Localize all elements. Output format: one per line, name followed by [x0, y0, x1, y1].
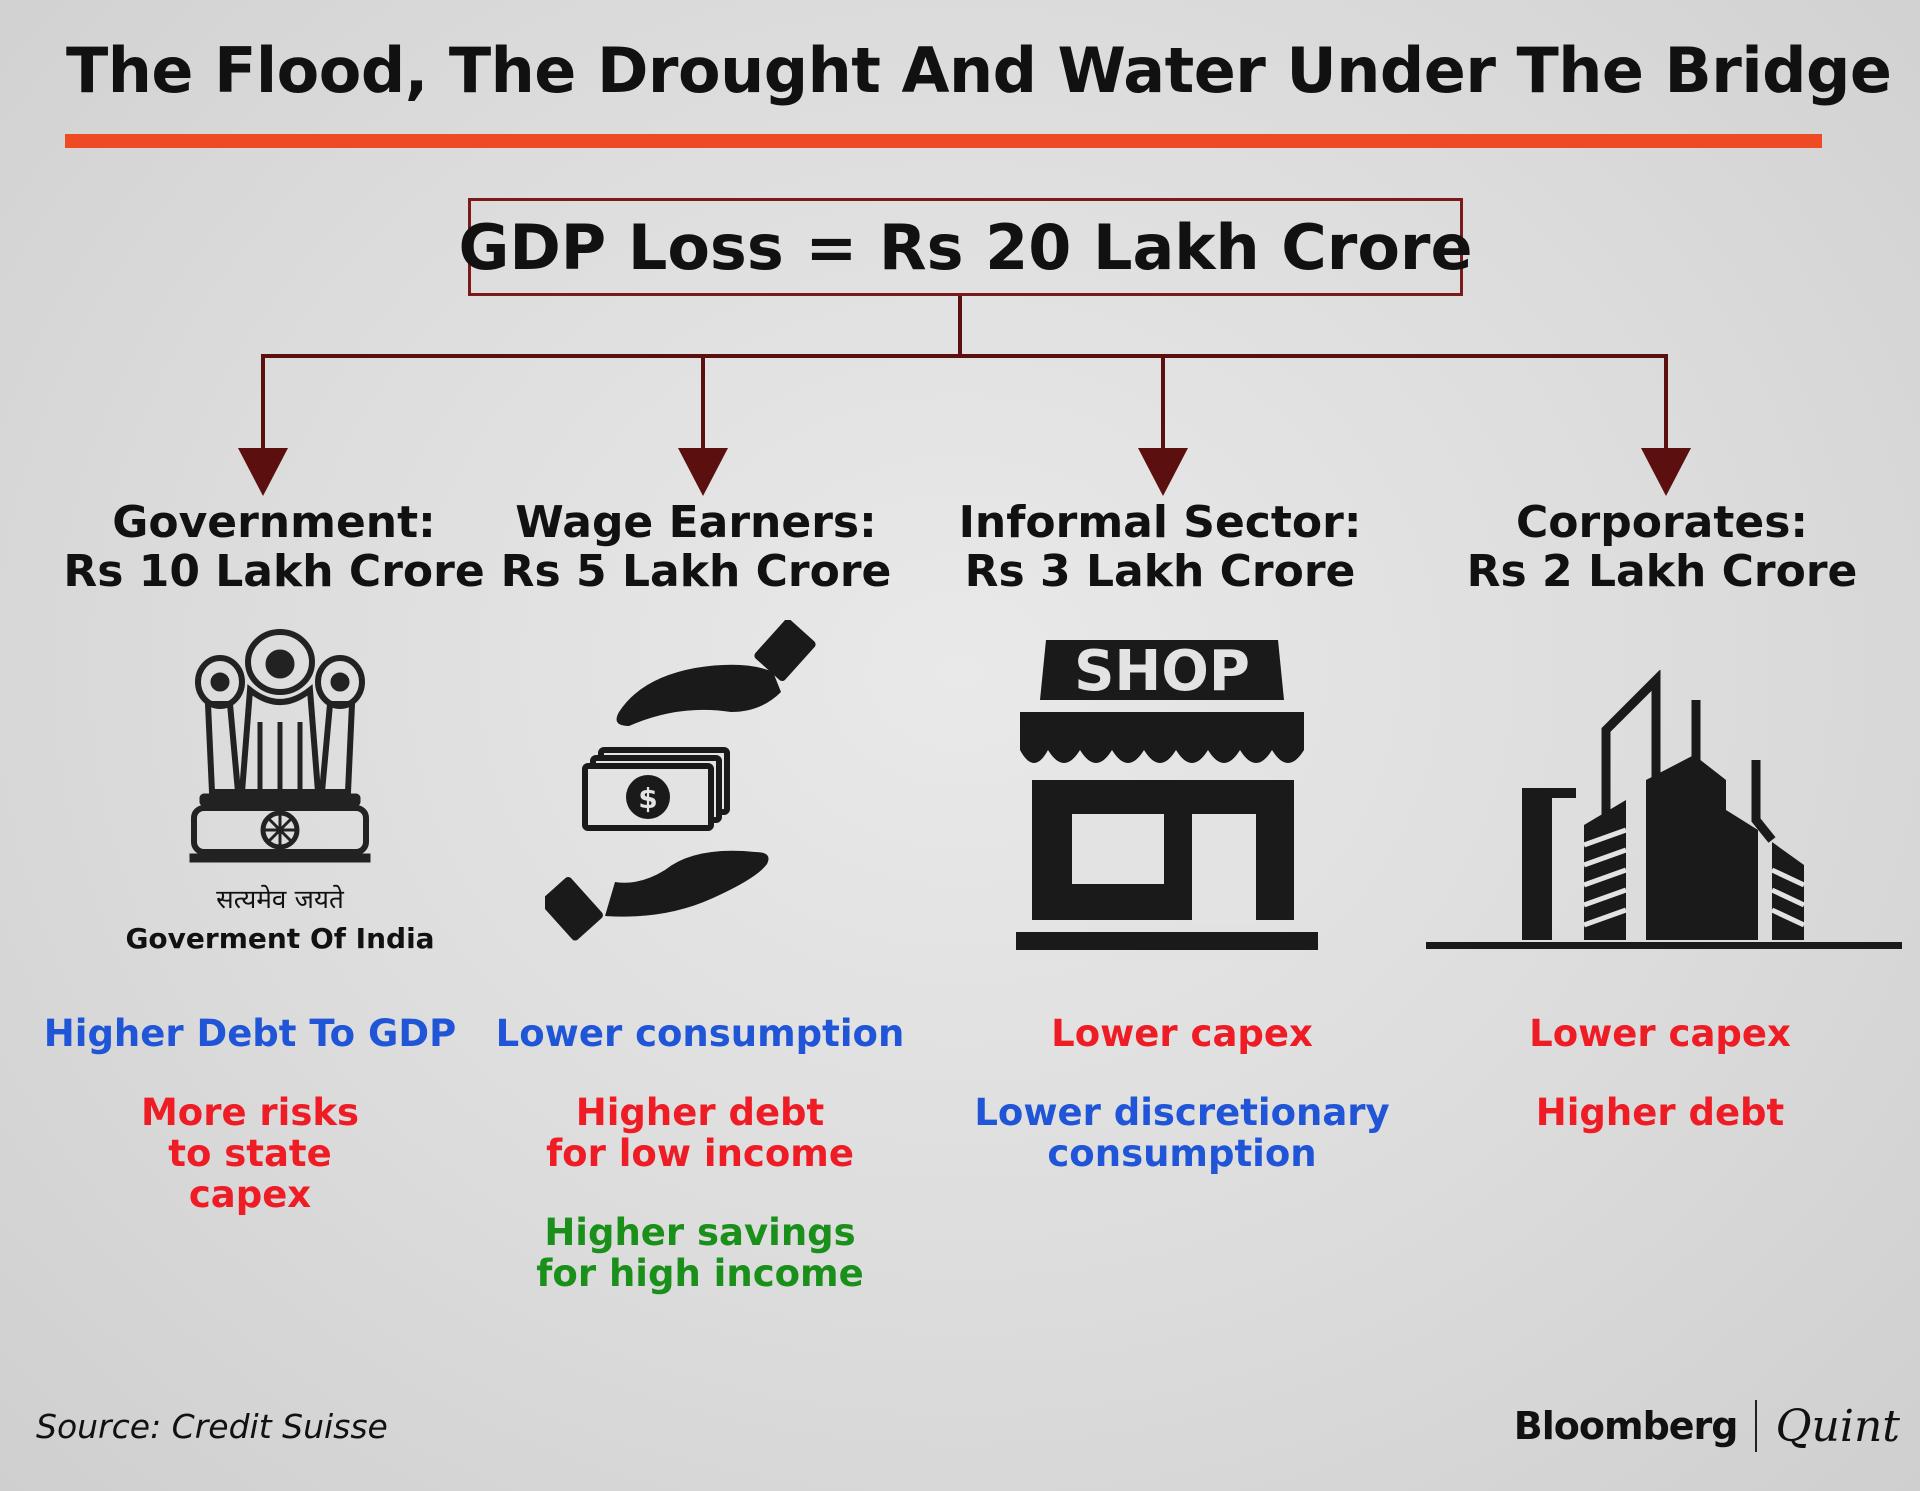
arrowhead-informal-sector	[1138, 448, 1188, 496]
office-buildings-icon	[1426, 670, 1902, 949]
national-emblem-icon	[189, 629, 371, 863]
impact-item: Lower consumption	[495, 1012, 905, 1055]
arrowhead-corporates	[1641, 448, 1691, 496]
gdp-loss-box: GDP Loss = Rs 20 Lakh Crore	[458, 198, 1473, 296]
column-name: Corporates:	[1516, 497, 1808, 548]
column-informal-sector: Informal Sector: Rs 3 Lakh Crore	[940, 498, 1380, 596]
impacts-informal-sector: Lower capex Lower discretionary consumpt…	[962, 1013, 1402, 1212]
brand-divider	[1755, 1400, 1758, 1452]
column-corporates: Corporates: Rs 2 Lakh Crore	[1442, 498, 1882, 596]
money-exchange-hands-icon: $	[545, 620, 816, 941]
column-name: Informal Sector:	[958, 497, 1362, 548]
impact-item: Lower capex	[1051, 1012, 1313, 1055]
impact-item: Lower discretionary consumption	[974, 1091, 1390, 1175]
connector-arrows	[238, 296, 1691, 496]
impact-item: Higher debt for low income	[546, 1091, 854, 1175]
column-government: Government: Rs 10 Lakh Crore	[54, 498, 494, 596]
emblem-caption: सत्यमेव जयते Goverment Of India	[110, 880, 450, 955]
brand-bloomberg: Bloomberg	[1513, 1404, 1739, 1448]
emblem-motto: सत्यमेव जयते	[216, 885, 344, 915]
source-note: Source: Credit Suisse	[36, 1407, 388, 1446]
column-amount: Rs 5 Lakh Crore	[500, 546, 892, 597]
impact-item: Higher Debt To GDP	[43, 1012, 457, 1055]
arrowhead-government	[238, 448, 288, 496]
impact-item: Higher savings for high income	[536, 1211, 864, 1295]
impacts-government: Higher Debt To GDP More risks to state c…	[30, 1013, 470, 1253]
column-amount: Rs 3 Lakh Crore	[964, 546, 1356, 597]
shop-icon: SHOP	[1016, 640, 1318, 950]
title-underline	[65, 134, 1822, 148]
impacts-wage-earners: Lower consumption Higher debt for low in…	[480, 1013, 920, 1332]
column-name: Government:	[112, 497, 436, 548]
impact-item: Higher debt	[1535, 1091, 1785, 1134]
brand-logo: Bloomberg Quint	[1514, 1400, 1900, 1452]
impact-item: Lower capex	[1529, 1012, 1791, 1055]
column-amount: Rs 10 Lakh Crore	[63, 546, 485, 597]
brand-quint: Quint	[1775, 1400, 1900, 1452]
column-name: Wage Earners:	[515, 497, 877, 548]
column-amount: Rs 2 Lakh Crore	[1466, 546, 1858, 597]
arrowhead-wage-earners	[678, 448, 728, 496]
impact-item: More risks to state capex	[140, 1091, 360, 1216]
svg-text:$: $	[638, 782, 657, 815]
page-title: The Flood, The Drought And Water Under T…	[66, 34, 1892, 107]
emblem-org-name: Goverment Of India	[125, 922, 435, 955]
impacts-corporates: Lower capex Higher debt	[1440, 1013, 1880, 1171]
column-wage-earners: Wage Earners: Rs 5 Lakh Crore	[476, 498, 916, 596]
shop-sign-text: SHOP	[1074, 640, 1250, 704]
